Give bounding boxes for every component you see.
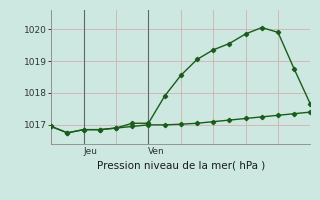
Text: Jeu: Jeu [84, 147, 98, 156]
X-axis label: Pression niveau de la mer( hPa ): Pression niveau de la mer( hPa ) [97, 161, 265, 171]
Text: Ven: Ven [148, 147, 165, 156]
